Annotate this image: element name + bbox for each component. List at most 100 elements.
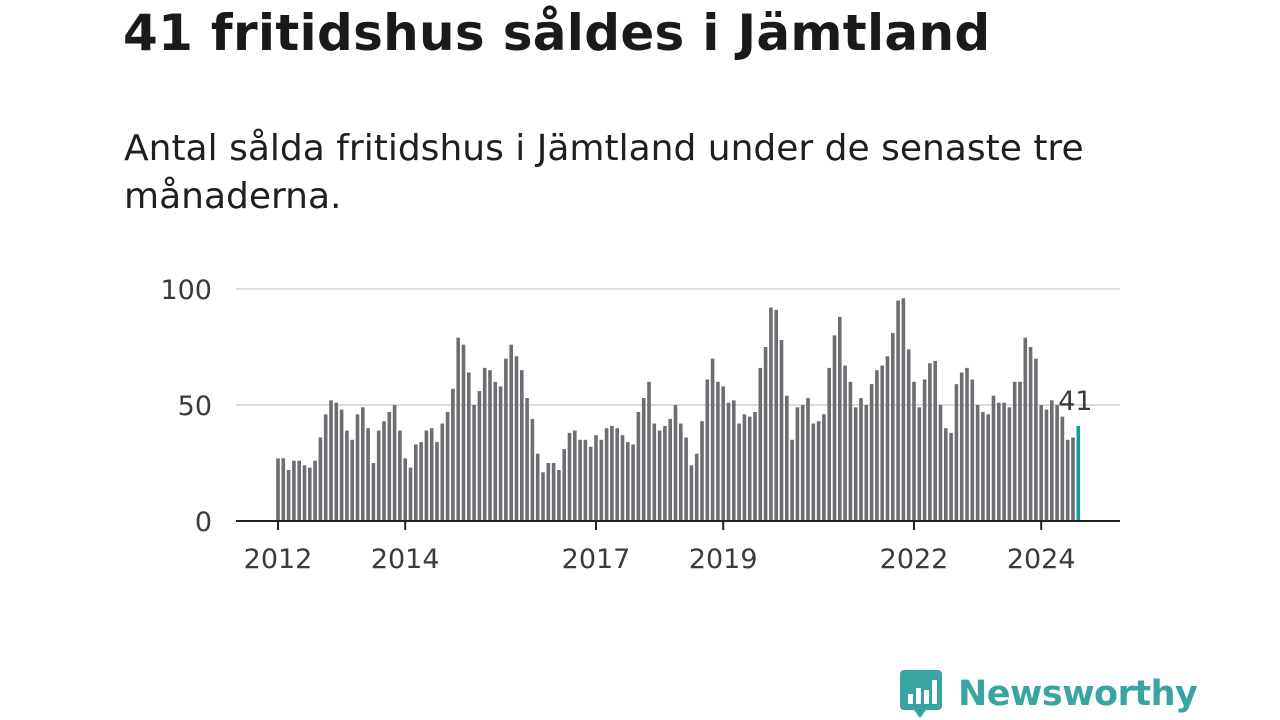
bar: [551, 463, 556, 521]
bar: [355, 414, 360, 521]
bar: [520, 370, 524, 521]
bar: [493, 381, 498, 521]
bar: [922, 379, 927, 521]
bar: [880, 365, 884, 521]
bar: [376, 430, 381, 521]
bar: [843, 365, 847, 521]
bar: [710, 358, 715, 521]
bar: [350, 439, 354, 521]
bar: [461, 344, 466, 521]
bar: [371, 463, 376, 521]
bar: [424, 430, 429, 521]
bar: [795, 407, 800, 521]
bar: [684, 437, 688, 521]
bar: [859, 398, 863, 521]
bar: [853, 407, 858, 521]
bar: [1028, 347, 1033, 521]
chart-subtitle: Antal sålda fritidshus i Jämtland under …: [124, 128, 1084, 217]
bar: [827, 367, 831, 521]
bar: [641, 398, 646, 521]
bar: [562, 449, 566, 521]
bar: [965, 367, 969, 521]
bar: [721, 386, 725, 521]
bar: [276, 458, 280, 521]
bar: [297, 460, 301, 521]
bar: [975, 405, 980, 521]
bar: [901, 298, 906, 521]
bar: [1034, 358, 1038, 521]
bar: [610, 425, 614, 521]
bar: [769, 307, 773, 521]
x-tick-label: 2017: [562, 544, 631, 575]
bar: [785, 395, 789, 521]
bar: [366, 428, 370, 521]
bar: [726, 402, 731, 521]
bar: [991, 395, 996, 521]
bar: [557, 469, 561, 521]
bar: [970, 379, 975, 521]
bar: [286, 469, 291, 521]
bar: [525, 398, 529, 521]
bar: [986, 414, 990, 521]
bar: [689, 465, 694, 521]
bar: [451, 388, 455, 521]
bar: [944, 428, 948, 521]
bar: [456, 337, 460, 521]
bar: [1023, 337, 1028, 521]
bar: [954, 384, 959, 521]
bar: [816, 421, 821, 521]
bar: [530, 418, 535, 521]
bar: [657, 430, 662, 521]
bar: [885, 356, 890, 521]
bar: [981, 411, 985, 521]
bar: [912, 381, 916, 521]
bar: [361, 407, 365, 521]
bar: [997, 402, 1001, 521]
bar: [917, 407, 922, 521]
bar: [1002, 402, 1006, 521]
bar: [1055, 405, 1059, 521]
bar: [959, 372, 964, 521]
bar: [541, 472, 545, 521]
bar: [758, 367, 763, 521]
bar: [896, 300, 900, 521]
bar: [663, 425, 667, 521]
bar: [594, 435, 598, 521]
bar: [716, 381, 720, 521]
bar: [467, 372, 471, 521]
bar: [938, 405, 943, 521]
bar: [779, 340, 784, 521]
bar: [1007, 407, 1012, 521]
bar: [747, 416, 752, 521]
x-tick-label: 2012: [244, 544, 313, 575]
bar: [535, 453, 540, 521]
bar: [811, 423, 816, 521]
bar: [387, 411, 392, 521]
bar: [567, 432, 572, 521]
bar: [838, 316, 842, 521]
highlight-bar: [1076, 425, 1081, 521]
bar: [477, 391, 482, 521]
bar: [578, 439, 582, 521]
bar: [414, 444, 418, 521]
bar: [588, 446, 593, 521]
bar: [652, 423, 657, 521]
bar: [631, 444, 635, 521]
bar: [498, 386, 503, 521]
bar: [806, 398, 810, 521]
bar: [732, 400, 736, 521]
bar: [822, 414, 826, 521]
bar: [599, 439, 604, 521]
bar: [875, 370, 879, 521]
bar: [583, 439, 588, 521]
bar: [737, 423, 741, 521]
bar: [869, 384, 874, 521]
bar: [345, 430, 349, 521]
bar: [891, 333, 895, 521]
bar: [742, 414, 747, 521]
bar: [774, 309, 778, 521]
bar: [694, 453, 699, 521]
bar: [445, 411, 450, 521]
bar: [403, 458, 407, 521]
bar: [398, 430, 402, 521]
